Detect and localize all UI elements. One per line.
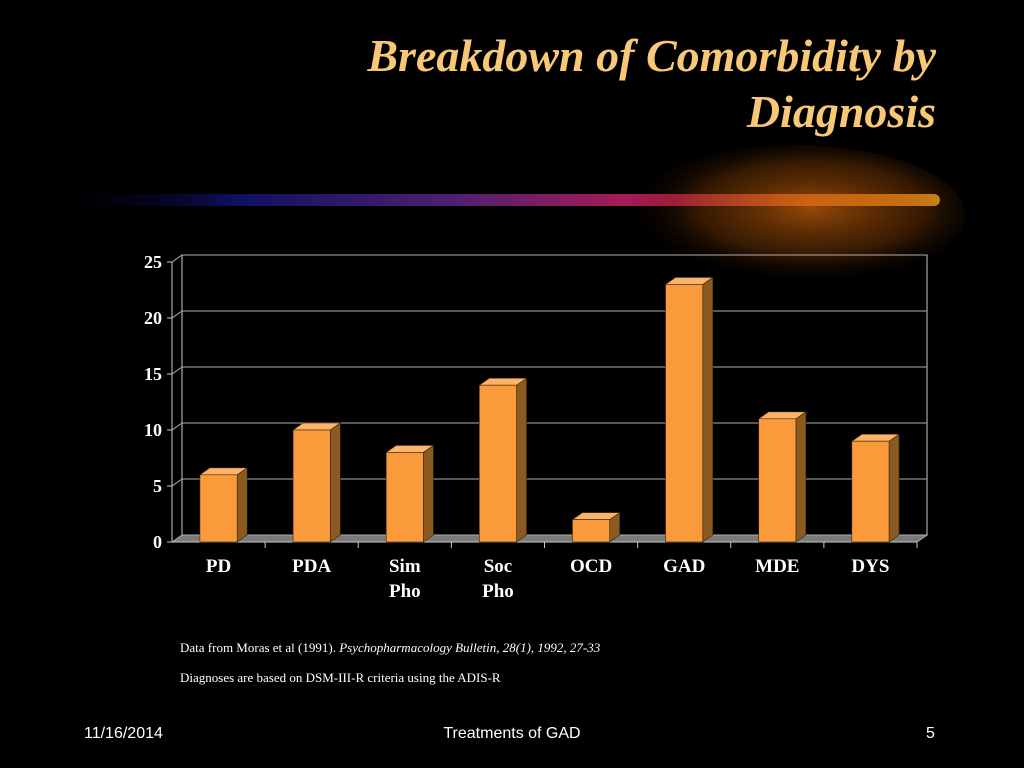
y-tick-label: 25: [144, 252, 162, 272]
bar-gad: [665, 284, 704, 543]
bar-soc-pho: [479, 384, 517, 543]
x-tick-label: DYS: [851, 556, 889, 577]
bar-ocd: [572, 519, 610, 543]
bar-side: [516, 377, 527, 543]
slide-title: Breakdown of Comorbidity by Diagnosis: [116, 28, 936, 140]
bar-chart: 0 5 10 15 20 25 PD PDA Sim Pho Soc Pho OCD GAD MDE DYS: [144, 252, 929, 602]
bar-dys: [851, 440, 890, 543]
citation-text: Data from Moras et al (1991).: [180, 640, 340, 655]
orange-glow: [625, 145, 965, 285]
gridline-depth: [171, 478, 183, 487]
x-tick-label: Pho: [482, 581, 514, 602]
bar-pd: [199, 474, 238, 543]
x-tick-label: Soc: [484, 556, 513, 577]
x-tick-label: PD: [206, 556, 231, 577]
bar-side: [888, 433, 900, 543]
bar-side: [330, 422, 341, 543]
y-tick-label: 20: [144, 308, 162, 328]
x-tick-label: MDE: [755, 556, 799, 577]
bar-side: [423, 444, 434, 543]
x-tick-label: Pho: [389, 581, 421, 602]
x-tick-label: GAD: [663, 556, 705, 577]
footer-date: 11/16/2014: [84, 725, 163, 742]
page-number: 5: [926, 725, 935, 742]
chart-container: 0 5 10 15 20 25 PD PDA Sim Pho Soc Pho OCD GAD MDE DYS: [110, 240, 940, 610]
gridline-depth: [171, 310, 183, 319]
x-tick-label: PDA: [292, 556, 331, 577]
gridline-depth: [171, 254, 183, 263]
bar-sim-pho: [385, 452, 424, 543]
bar-pda: [292, 429, 331, 543]
bar-side: [236, 467, 248, 543]
chart-floor: [170, 534, 929, 543]
x-tick-label: Sim: [389, 556, 421, 577]
bar-mde: [758, 418, 797, 543]
bar-side: [702, 276, 714, 543]
bar-side: [795, 411, 807, 543]
title-line-1: Breakdown of Comorbidity by: [367, 30, 936, 81]
y-tick-label: 15: [144, 364, 162, 384]
citation: Data from Moras et al (1991). Psychophar…: [180, 640, 600, 656]
footer-title: Treatments of GAD: [443, 725, 581, 742]
x-tick-label: OCD: [570, 556, 612, 577]
y-tick-label: 5: [153, 476, 162, 496]
y-tick-label: 0: [153, 532, 162, 552]
gridline-depth: [171, 366, 183, 375]
y-tick-label: 10: [144, 420, 162, 440]
citation-journal: Psychopharmacology Bulletin, 28(1), 1992…: [339, 640, 601, 655]
gridline-depth: [171, 422, 183, 431]
title-line-2: Diagnosis: [746, 86, 936, 137]
diagnosis-note: Diagnoses are based on DSM-III-R criteri…: [180, 670, 501, 685]
